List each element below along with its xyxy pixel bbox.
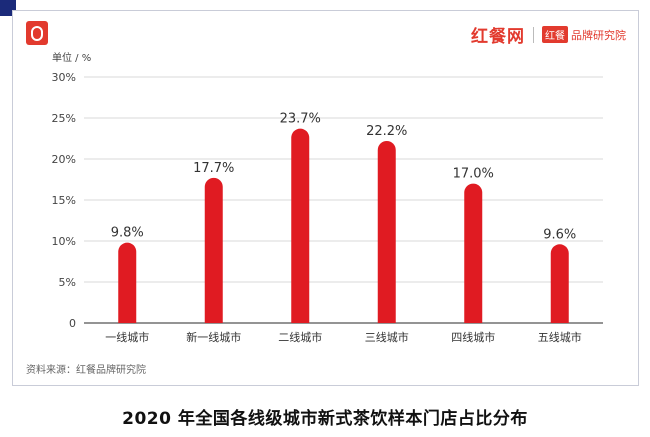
brand-header: 红餐网 红餐 品牌研究院	[471, 22, 626, 47]
y-tick-label: 30%	[52, 71, 76, 84]
data-label: 17.0%	[453, 167, 494, 182]
brand-name: 红餐网	[471, 27, 525, 47]
bar	[550, 244, 569, 323]
x-tick-label: 二线城市	[278, 330, 322, 344]
bar	[291, 128, 310, 323]
x-tick-label: 五线城市	[538, 330, 582, 344]
y-tick-label: 0	[69, 317, 76, 330]
chart-caption: 2020 年全国各线级城市新式茶饮样本门店占比分布	[122, 409, 528, 429]
source-note: 资料来源：红餐品牌研究院	[26, 365, 146, 376]
bar	[204, 177, 223, 323]
y-tick-label: 15%	[52, 194, 76, 207]
data-label: 23.7%	[280, 112, 321, 127]
y-tick-label: 10%	[52, 235, 76, 248]
data-label: 9.6%	[543, 227, 576, 242]
y-tick-label: 5%	[59, 276, 76, 289]
brand-separator	[533, 26, 534, 43]
y-axis-label: 单位 / %	[52, 51, 91, 64]
bar	[118, 242, 137, 323]
y-tick-label: 25%	[52, 112, 76, 125]
x-tick-label: 三线城市	[365, 330, 409, 344]
x-tick-label: 新一线城市	[186, 330, 241, 344]
bar	[464, 183, 483, 323]
data-label: 22.2%	[366, 124, 407, 139]
data-label: 9.8%	[111, 226, 144, 241]
data-label: 17.7%	[193, 161, 234, 176]
y-tick-label: 20%	[52, 153, 76, 166]
bar	[377, 140, 396, 323]
brand-sub-badge: 红餐	[542, 26, 568, 43]
brand-sub-name: 品牌研究院	[571, 28, 626, 42]
x-tick-label: 一线城市	[105, 330, 149, 344]
logo-icon	[26, 21, 48, 45]
x-tick-label: 四线城市	[451, 330, 495, 344]
